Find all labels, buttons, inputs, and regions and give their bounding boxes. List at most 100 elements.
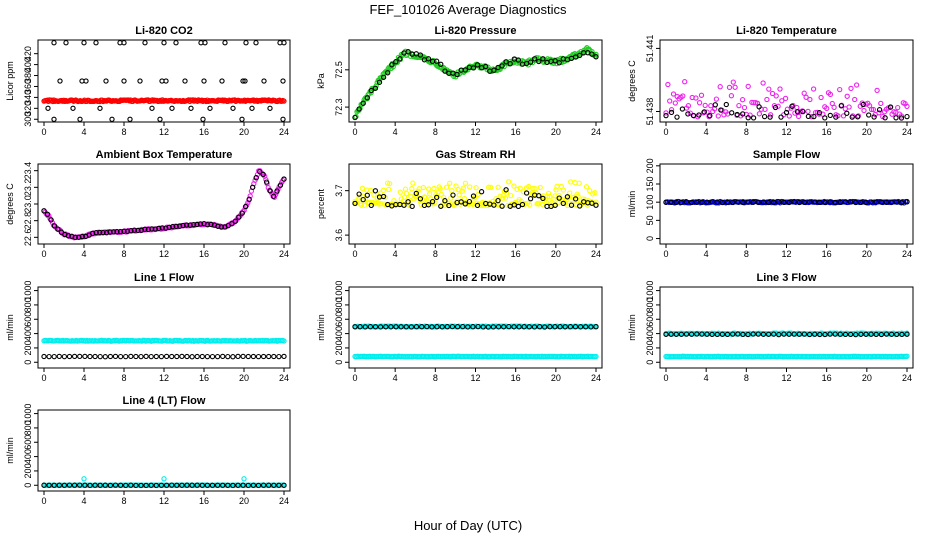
data-point xyxy=(70,105,76,111)
data-point xyxy=(577,324,584,330)
x-tick-label: 4 xyxy=(81,249,86,259)
series-line-1-cyan- xyxy=(41,337,287,344)
data-point xyxy=(847,331,854,338)
data-point xyxy=(149,226,155,232)
data-point xyxy=(515,203,522,210)
data-point xyxy=(816,110,823,116)
data-point xyxy=(523,190,530,196)
data-point xyxy=(51,223,58,229)
data-point xyxy=(281,176,287,182)
data-point xyxy=(868,331,874,337)
y-tick-label: 0 xyxy=(645,236,655,241)
y-tick-label: 51.438 xyxy=(645,98,655,126)
data-point xyxy=(373,200,379,206)
data-point xyxy=(495,324,502,330)
series-line-4-spikes xyxy=(81,476,247,482)
data-point xyxy=(822,331,828,338)
data-point xyxy=(376,201,382,207)
data-point xyxy=(397,56,403,62)
figure-x-axis-title: Hour of Day (UTC) xyxy=(414,518,522,533)
data-point xyxy=(173,223,179,230)
data-point xyxy=(767,112,774,118)
plot-frame xyxy=(37,409,291,492)
series-line-3-cyan-low- xyxy=(663,353,910,360)
data-point xyxy=(163,225,169,231)
data-point xyxy=(429,198,436,205)
data-point xyxy=(386,186,392,193)
x-tick-label: 20 xyxy=(239,496,249,506)
data-point xyxy=(706,113,712,120)
data-point xyxy=(755,199,761,205)
data-point xyxy=(567,190,573,196)
data-point xyxy=(367,324,374,330)
data-point xyxy=(169,482,175,488)
data-point xyxy=(506,323,512,330)
data-point xyxy=(668,199,674,206)
data-point xyxy=(764,96,770,103)
data-point xyxy=(380,74,387,80)
x-tick-label: 8 xyxy=(121,496,126,506)
data-point xyxy=(184,482,190,488)
data-point xyxy=(179,482,185,488)
data-point xyxy=(405,49,411,55)
data-point xyxy=(728,93,735,99)
y-tick-label: 1000 xyxy=(23,404,33,424)
data-point xyxy=(368,87,374,94)
data-point xyxy=(730,199,736,205)
data-point xyxy=(532,56,538,62)
data-point xyxy=(708,103,714,109)
data-point xyxy=(219,97,226,103)
data-point xyxy=(693,95,699,101)
data-point xyxy=(97,353,103,360)
y-tick-label: 400 xyxy=(23,326,33,341)
data-point xyxy=(61,482,68,488)
data-point xyxy=(245,482,251,489)
data-point xyxy=(255,482,262,489)
panel-title: Gas Stream RH xyxy=(435,149,515,161)
y-tick-label: 100 xyxy=(645,195,655,210)
data-points xyxy=(41,168,287,241)
series-line-4-black- xyxy=(41,482,287,489)
data-point xyxy=(208,221,214,228)
data-point xyxy=(853,82,860,88)
data-point xyxy=(717,84,723,90)
data-point xyxy=(673,199,679,206)
data-point xyxy=(833,114,839,120)
data-point xyxy=(189,482,195,488)
data-point xyxy=(507,61,513,67)
data-point xyxy=(408,324,415,330)
data-point xyxy=(583,184,590,190)
data-point xyxy=(766,86,772,92)
x-tick-label: 20 xyxy=(239,249,249,259)
data-point xyxy=(795,113,802,120)
y-tick-label: 320 xyxy=(23,101,33,116)
data-point xyxy=(842,199,849,205)
x-tick-label: 12 xyxy=(159,249,169,259)
data-point xyxy=(521,324,527,330)
data-point xyxy=(871,114,877,120)
x-tick-label: 8 xyxy=(121,249,126,259)
data-point xyxy=(214,482,221,488)
panel-title: Sample Flow xyxy=(753,149,821,161)
data-point xyxy=(420,184,427,191)
data-point xyxy=(281,338,287,344)
x-tick-label: 16 xyxy=(199,249,209,259)
data-point xyxy=(473,185,479,191)
data-point xyxy=(483,63,489,70)
data-point xyxy=(894,199,900,205)
data-point xyxy=(117,228,124,235)
data-points xyxy=(663,79,910,121)
data-point xyxy=(143,482,149,489)
data-point xyxy=(474,202,481,209)
data-point xyxy=(499,203,505,209)
data-point xyxy=(187,222,193,228)
data-point xyxy=(460,185,467,191)
data-point xyxy=(97,229,103,236)
data-point xyxy=(250,353,257,360)
series-line-3-black- xyxy=(663,331,910,338)
data-point xyxy=(190,97,196,103)
data-point xyxy=(143,353,149,360)
data-point xyxy=(277,182,284,188)
data-point xyxy=(260,353,267,360)
data-point xyxy=(220,482,226,488)
